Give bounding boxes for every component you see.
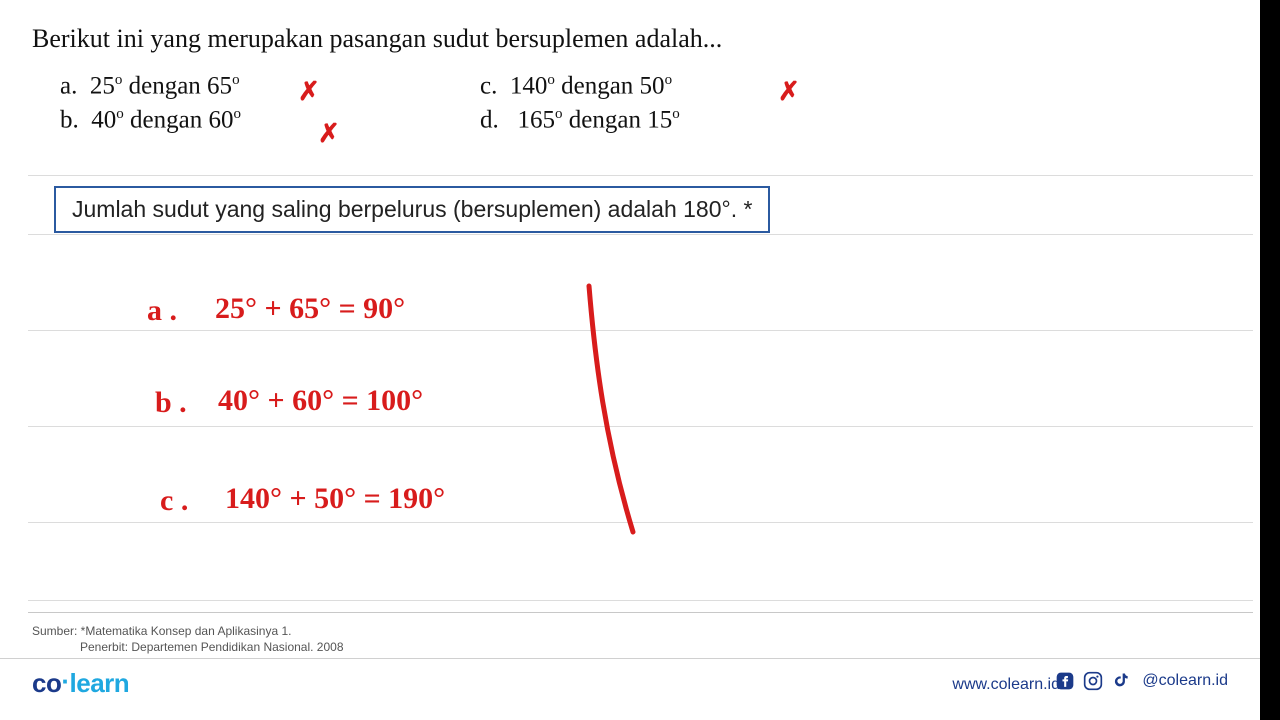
logo-learn: learn bbox=[70, 668, 130, 698]
option-a: a. 25o dengan 65o bbox=[60, 72, 480, 100]
option-a-mid: dengan 65 bbox=[122, 72, 232, 99]
brand-logo: co·learn bbox=[32, 668, 129, 699]
work-c-label: c . bbox=[160, 484, 188, 518]
logo-dot-icon: · bbox=[61, 666, 69, 696]
option-d-val1: 165 bbox=[511, 107, 555, 134]
x-icon: ✗ bbox=[318, 118, 340, 149]
option-d-mid: dengan 15 bbox=[563, 107, 673, 134]
work-c-expr: 140° + 50° = 190° bbox=[225, 482, 445, 516]
option-b-mid: dengan 60 bbox=[124, 107, 234, 134]
source-line1: Sumber: *Matematika Konsep dan Aplikasin… bbox=[32, 624, 291, 638]
social-block: @colearn.id bbox=[1054, 670, 1228, 692]
divider-stroke bbox=[575, 280, 655, 540]
bottom-divider bbox=[0, 658, 1260, 659]
option-a-val1: 25 bbox=[90, 72, 115, 99]
x-icon: ✗ bbox=[778, 76, 800, 107]
page: Berikut ini yang merupakan pasangan sudu… bbox=[0, 0, 1260, 720]
option-c-label: c. bbox=[480, 72, 497, 99]
option-d-label: d. bbox=[480, 107, 499, 134]
work-a-expr: 25° + 65° = 90° bbox=[215, 292, 405, 326]
option-a-label: a. bbox=[60, 72, 77, 99]
social-handle: @colearn.id bbox=[1142, 672, 1228, 690]
options-block: a. 25o dengan 65o c. 140o dengan 50o b. … bbox=[60, 72, 1160, 135]
option-d: d. 165o dengan 15o bbox=[480, 106, 900, 134]
work-b-label: b . bbox=[155, 386, 187, 420]
work-b-expr: 40° + 60° = 100° bbox=[218, 384, 423, 418]
option-c: c. 140o dengan 50o bbox=[480, 72, 900, 100]
right-black-border bbox=[1260, 0, 1280, 720]
tiktok-icon bbox=[1110, 670, 1132, 692]
option-c-val1: 140 bbox=[510, 72, 548, 99]
option-b-label: b. bbox=[60, 107, 79, 134]
option-c-mid: dengan 50 bbox=[555, 72, 665, 99]
instagram-icon bbox=[1082, 670, 1104, 692]
source-line2: Penerbit: Departemen Pendidikan Nasional… bbox=[80, 640, 344, 654]
facebook-icon bbox=[1054, 670, 1076, 692]
footer-divider bbox=[28, 612, 1253, 613]
hint-text: Jumlah sudut yang saling berpelurus (ber… bbox=[72, 196, 752, 222]
hint-box: Jumlah sudut yang saling berpelurus (ber… bbox=[54, 186, 770, 233]
site-url: www.colearn.id bbox=[952, 676, 1060, 694]
option-b: b. 40o dengan 60o bbox=[60, 106, 480, 134]
option-b-val1: 40 bbox=[91, 107, 116, 134]
logo-co: co bbox=[32, 668, 61, 698]
work-a-label: a . bbox=[147, 294, 177, 328]
question-text: Berikut ini yang merupakan pasangan sudu… bbox=[32, 24, 722, 54]
x-icon: ✗ bbox=[298, 76, 320, 107]
